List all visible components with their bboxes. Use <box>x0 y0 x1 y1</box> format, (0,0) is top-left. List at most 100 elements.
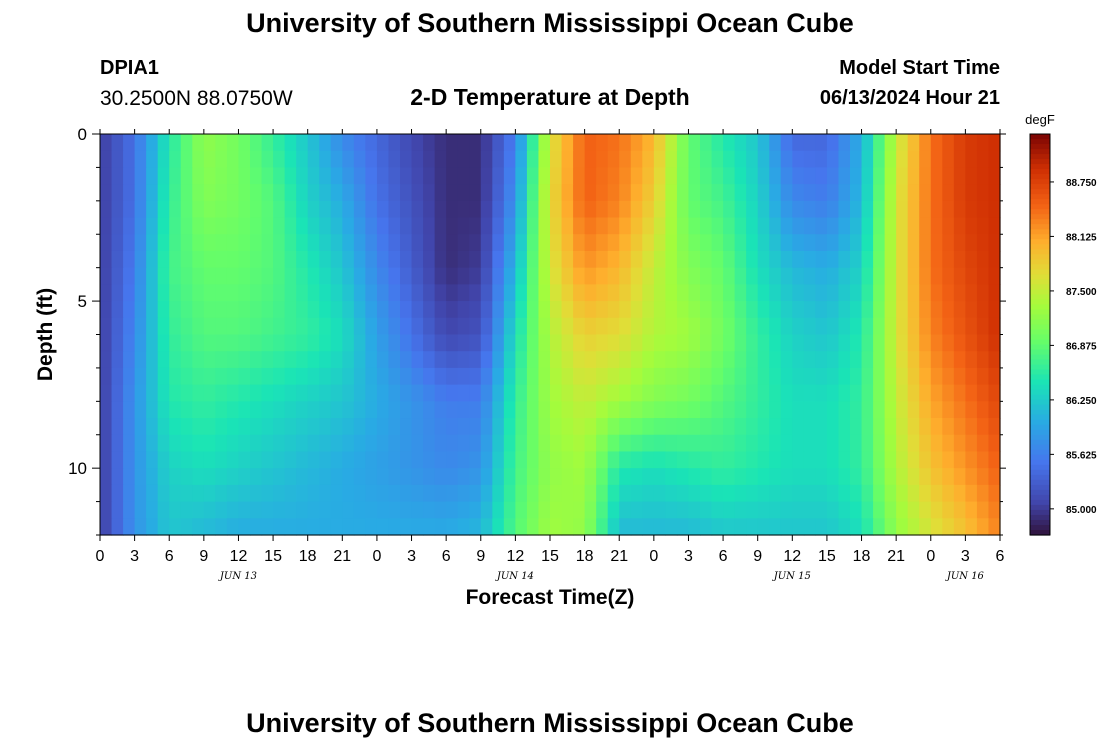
heatmap-cell <box>215 351 228 369</box>
heatmap-cell <box>273 250 286 269</box>
heatmap-cell <box>930 217 943 235</box>
heatmap-cell <box>342 418 355 436</box>
heatmap-cell <box>203 367 216 386</box>
heatmap-cell <box>988 334 1001 352</box>
heatmap-cell <box>653 267 666 285</box>
heatmap-cell <box>803 301 816 319</box>
heatmap-cell <box>965 234 978 252</box>
heatmap-cell <box>746 434 759 453</box>
heatmap-cell <box>515 501 528 519</box>
heatmap-cell <box>734 484 747 503</box>
heatmap-cell <box>607 250 620 269</box>
heatmap-cell <box>111 468 124 486</box>
heatmap-cell <box>423 401 436 419</box>
heatmap-cell <box>711 301 724 319</box>
heatmap-cell <box>584 184 597 202</box>
heatmap-cell <box>538 418 551 436</box>
heatmap-cell <box>342 200 355 219</box>
heatmap-cell <box>434 401 447 419</box>
heatmap-cell <box>711 167 724 185</box>
heatmap-cell <box>330 200 343 219</box>
colorbar-segment <box>1030 484 1050 491</box>
heatmap-cell <box>215 184 228 202</box>
heatmap-cell <box>815 518 828 536</box>
heatmap-cell <box>215 317 228 336</box>
heatmap-cell <box>573 418 586 436</box>
heatmap-cell <box>203 167 216 185</box>
heatmap-cell <box>550 301 563 319</box>
heatmap-cell <box>734 250 747 269</box>
heatmap-cell <box>169 451 182 469</box>
heatmap-cell <box>630 418 643 436</box>
heatmap-cell <box>573 284 586 302</box>
heatmap-cell <box>711 184 724 202</box>
heatmap-cell <box>296 418 309 436</box>
colorbar-tick-label: 85.625 <box>1066 450 1097 461</box>
heatmap-cell <box>469 217 482 235</box>
heatmap-cell <box>769 501 782 519</box>
heatmap-cell <box>942 167 955 185</box>
heatmap-cell <box>423 334 436 352</box>
heatmap-cell <box>319 418 332 436</box>
heatmap-cell <box>965 401 978 419</box>
heatmap-cell <box>700 134 713 152</box>
heatmap-cell <box>526 184 540 202</box>
heatmap-cell <box>596 200 609 219</box>
heatmap-cell <box>792 434 805 453</box>
heatmap-cell <box>792 184 805 202</box>
heatmap-cell <box>769 451 782 469</box>
heatmap-cell <box>434 184 447 202</box>
heatmap-cell <box>538 334 551 352</box>
heatmap-cell <box>884 267 897 285</box>
heatmap-cell <box>676 167 690 185</box>
heatmap-cell <box>434 317 447 336</box>
heatmap-cell <box>388 384 401 402</box>
heatmap-cell <box>769 250 782 269</box>
heatmap-cell <box>434 351 447 369</box>
heatmap-cell <box>676 501 690 519</box>
heatmap-cell <box>988 484 1001 503</box>
heatmap-cell <box>250 200 263 219</box>
heatmap-cell <box>203 334 216 352</box>
heatmap-cell <box>111 484 124 503</box>
heatmap-cell <box>965 334 978 352</box>
heatmap-cell <box>376 150 390 169</box>
x-tick-label: 3 <box>130 548 139 565</box>
heatmap-cell <box>988 434 1001 453</box>
heatmap-cell <box>792 134 805 152</box>
heatmap-cell <box>700 234 713 252</box>
heatmap-cell <box>134 484 147 503</box>
heatmap-cell <box>769 150 782 169</box>
heatmap-cell <box>838 501 851 519</box>
heatmap-cell <box>942 484 955 503</box>
heatmap-cell <box>446 267 459 285</box>
heatmap-cell <box>330 250 343 269</box>
heatmap-cell <box>942 334 955 352</box>
heatmap-cell <box>850 451 863 469</box>
heatmap-cell <box>284 484 297 503</box>
heatmap-cell <box>134 434 147 453</box>
heatmap-cell <box>792 167 805 185</box>
heatmap-cell <box>284 384 297 402</box>
heatmap-cell <box>988 351 1001 369</box>
heatmap-cell <box>630 234 643 252</box>
heatmap-cell <box>480 234 493 252</box>
heatmap-cell <box>780 434 793 453</box>
heatmap-cell <box>146 167 159 185</box>
heatmap-cell <box>284 334 297 352</box>
heatmap-cell <box>965 518 978 536</box>
heatmap-cell <box>746 250 759 269</box>
y-axis-label: Depth (ft) <box>34 288 57 381</box>
heatmap-cell <box>815 401 828 419</box>
heatmap-cell <box>203 351 216 369</box>
heatmap-cell <box>192 150 205 169</box>
heatmap-cell <box>907 200 920 219</box>
heatmap-cell <box>342 250 355 269</box>
heatmap-cell <box>919 134 932 152</box>
heatmap-cell <box>342 401 355 419</box>
heatmap-cell <box>873 250 886 269</box>
heatmap-cell <box>388 234 401 252</box>
heatmap-cell <box>411 351 424 369</box>
heatmap-cell <box>596 317 609 336</box>
heatmap-cell <box>584 234 597 252</box>
